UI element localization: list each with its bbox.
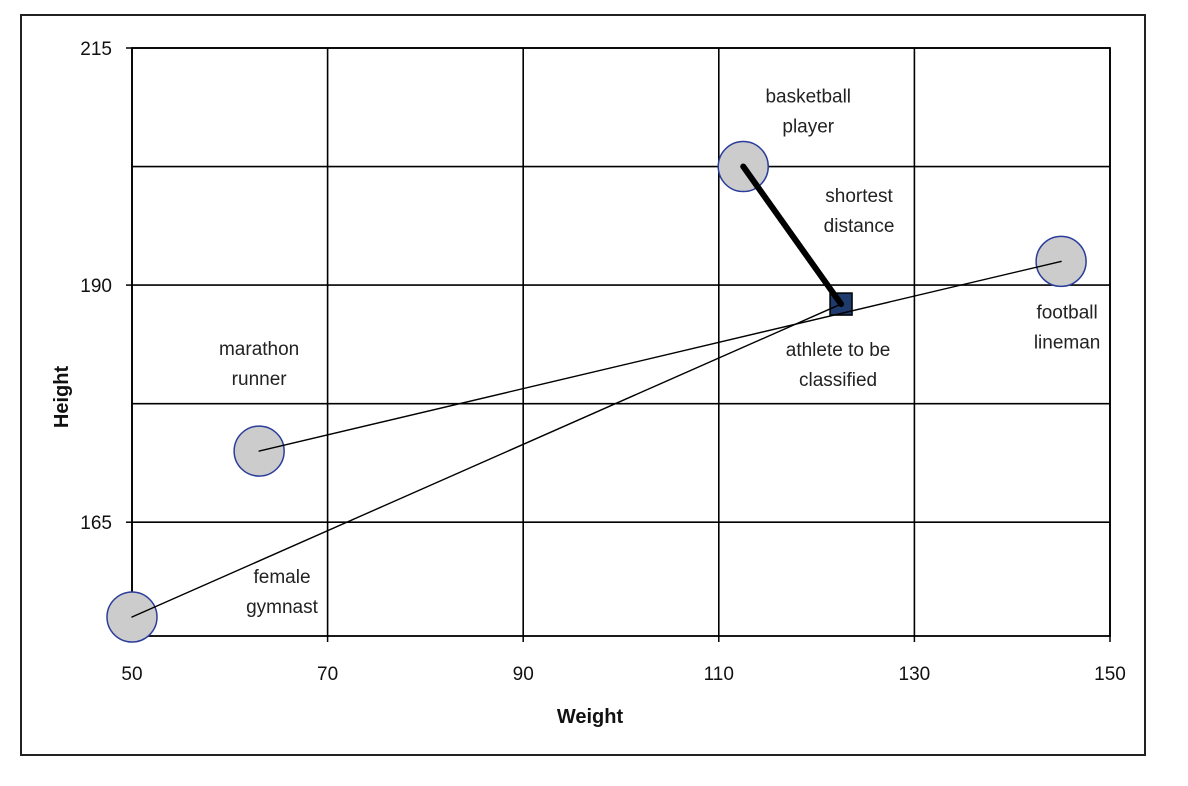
distance-line — [131, 303, 842, 618]
x-tick-label: 110 — [704, 664, 734, 685]
x-tick-label: 150 — [1094, 664, 1126, 685]
annotation-label: shortest distance — [824, 186, 895, 237]
point-label: female gymnast — [246, 567, 319, 618]
y-tick-label: 215 — [80, 39, 112, 60]
plot-border — [131, 47, 1111, 637]
x-axis-title: Weight — [557, 706, 624, 728]
chart-frame — [20, 14, 1146, 756]
y-tick-label: 190 — [80, 276, 112, 297]
point-label: football lineman — [1034, 302, 1101, 353]
point-label: athlete to be classified — [786, 340, 891, 391]
y-tick-label: 165 — [80, 513, 112, 534]
point-label: marathon runner — [219, 339, 299, 390]
x-tick-label: 70 — [317, 664, 338, 685]
y-axis-title: Height — [51, 366, 73, 429]
point-label: basketball player — [765, 87, 851, 138]
distance-line — [258, 260, 1062, 452]
x-tick-label: 50 — [121, 664, 142, 685]
x-tick-label: 130 — [899, 664, 931, 685]
shortest-distance-line — [740, 163, 845, 308]
x-tick-label: 90 — [513, 664, 534, 685]
